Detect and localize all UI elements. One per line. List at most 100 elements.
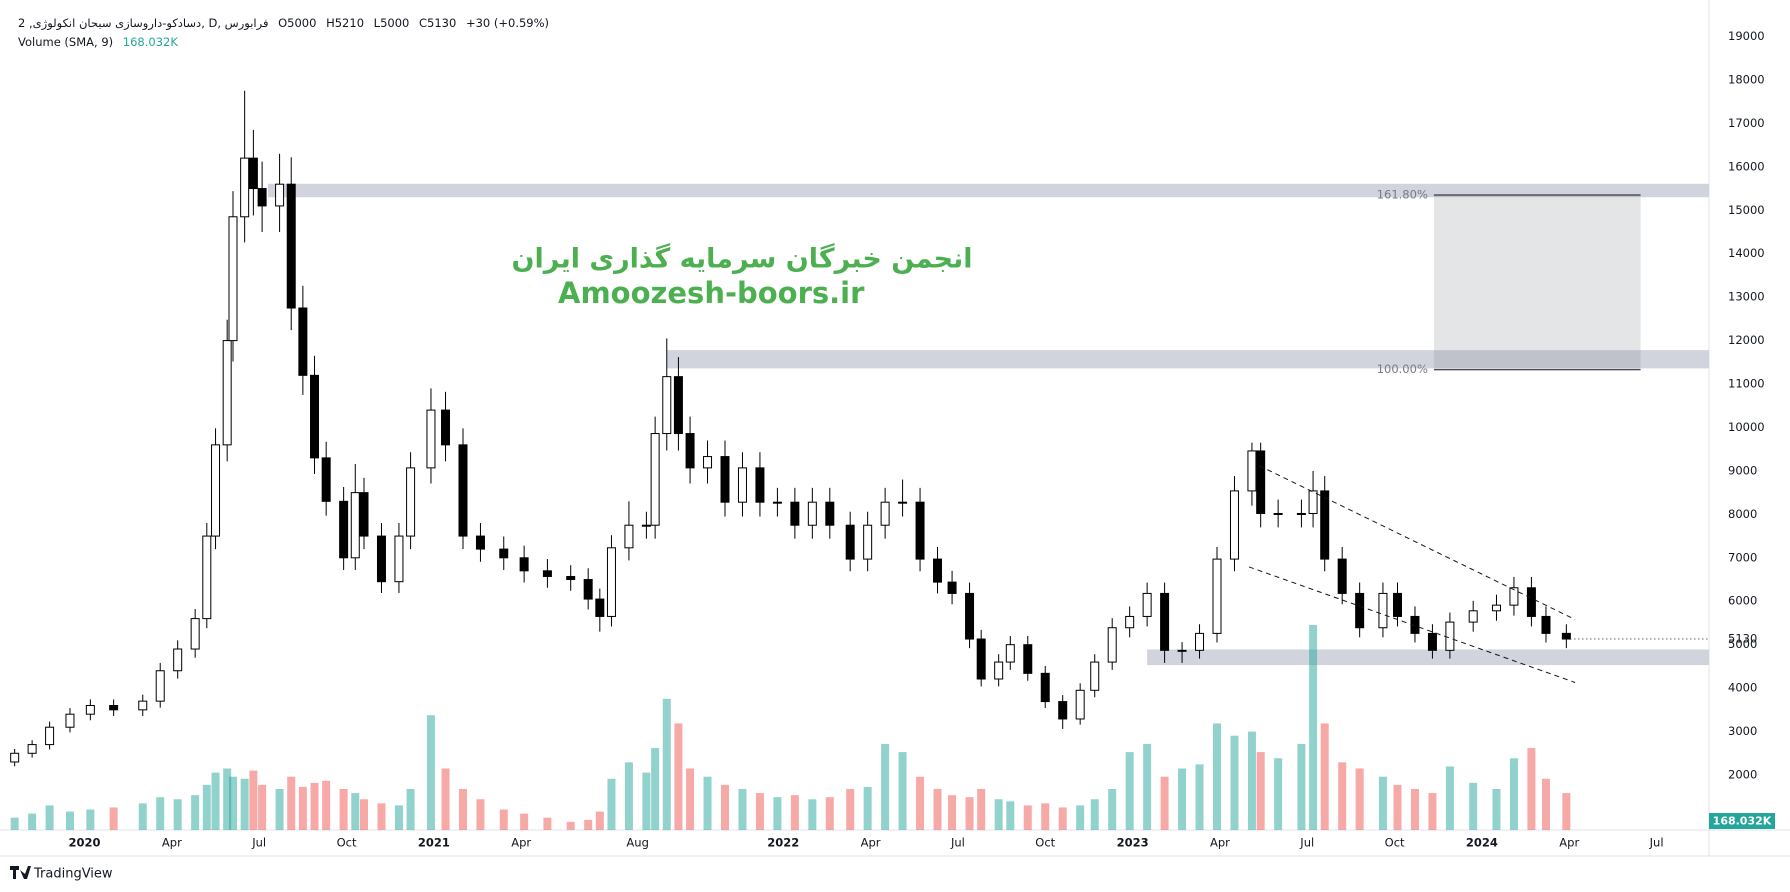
candle-body [1125,615,1135,629]
x-tick-label: Jul [950,836,965,850]
volume-bar [1006,801,1015,830]
volume-name: Volume (SMA, 9) [18,35,114,49]
branding: TradingView [10,866,113,882]
volume-bar [607,778,616,830]
ohlc-open: O5000 [278,16,317,30]
candle-body [240,157,250,218]
volume-bar [298,786,307,830]
candle-body [845,524,855,560]
support-zone [1147,649,1709,666]
candle-body [155,670,165,702]
volume-bar [916,776,925,830]
volume-bar [191,795,200,830]
volume-bar [1393,784,1402,830]
volume-bar [1041,803,1050,830]
last-price-label: 5130 [1728,632,1757,646]
volume-bar [156,797,165,830]
candle-body [109,704,119,711]
fib-level-label: 100.00% [1377,362,1428,376]
candle-body [1378,592,1388,629]
candle-body [807,501,817,526]
candle-body [359,492,369,537]
candle-body [863,524,873,560]
candle-body [519,557,529,572]
volume-bar [721,784,730,830]
volume-bar [441,768,450,830]
watermark-fa: انجمن خبرگان سرمایه گذاری ایران [511,243,972,275]
candle-body [1392,592,1402,617]
y-tick-label: 12000 [1728,333,1765,347]
volume-bar [1445,766,1454,830]
volume-bar [1338,762,1347,830]
candle-body [394,535,404,583]
y-tick-label: 17000 [1728,116,1765,130]
volume-bar [1125,752,1134,830]
candle-body [1427,632,1437,651]
fib-level-band [666,350,1709,369]
candle-body [566,575,576,581]
volume-bar [138,803,147,830]
candle-body [406,467,416,537]
candle-body [772,501,782,504]
volume-bar [458,789,467,830]
candle-body [1410,615,1420,634]
volume-bar [863,786,872,830]
y-tick-label: 11000 [1728,377,1765,391]
x-tick-label: Jul [1649,836,1664,850]
symbol: دسادکو-داروسازی سبحان انکولوژی, 2, D, فر… [18,16,269,30]
candle-body [10,752,20,763]
symbol-row: دسادکو-داروسازی سبحان انکولوژی, 2, D, فر… [18,14,555,33]
candle-body [228,216,238,342]
candle-body [1005,644,1015,663]
volume-bar [1428,793,1437,830]
candle-body [583,579,593,600]
volume-bar [211,772,220,830]
channel-line [1258,465,1576,620]
volume-bar [287,776,296,830]
candle-body [737,467,747,503]
branding-text: TradingView [33,867,113,882]
volume-bar [686,768,695,830]
volume-bar [394,805,403,830]
volume-bar [651,748,660,830]
candle-body [441,409,451,446]
volume-bar [86,809,95,830]
x-tick-label: 2023 [1117,836,1149,850]
volume-bar [1247,731,1256,830]
volume-bar [1378,776,1387,830]
volume-bar [1541,778,1550,830]
candle-body [339,500,349,559]
volume-bar [476,799,485,830]
fib-level-band [267,183,1709,198]
candle-body [624,524,634,549]
candle-body [606,547,616,617]
volume-bar [109,807,118,830]
volume-bar [10,817,19,830]
candle-body [685,433,695,469]
volume-bar [406,789,415,830]
y-tick-label: 8000 [1728,507,1757,521]
y-tick-label: 5000 [1728,637,1757,651]
volume-bar [1230,735,1239,830]
x-tick-label: Apr [162,836,182,850]
candle-body [1491,604,1501,612]
candle-body [1320,490,1330,560]
watermark-url: Amoozesh-boors.ir [558,276,865,310]
volume-bar [1320,723,1329,830]
volume-bar [994,799,1003,830]
volume-bar [1076,805,1085,830]
fib-box [1433,195,1641,370]
change: +30 (+0.59%) [465,16,550,30]
volume-bar [223,768,232,830]
candle-body [173,648,183,672]
candle-body [321,457,331,502]
y-tick-label: 9000 [1728,463,1757,477]
volume-bar [1469,782,1478,830]
y-tick-label: 7000 [1728,550,1757,564]
candle-body [542,570,552,577]
volume-bar [881,743,890,830]
candle-body [703,456,713,469]
candle-body [1247,450,1257,492]
candle-body [1090,661,1100,691]
